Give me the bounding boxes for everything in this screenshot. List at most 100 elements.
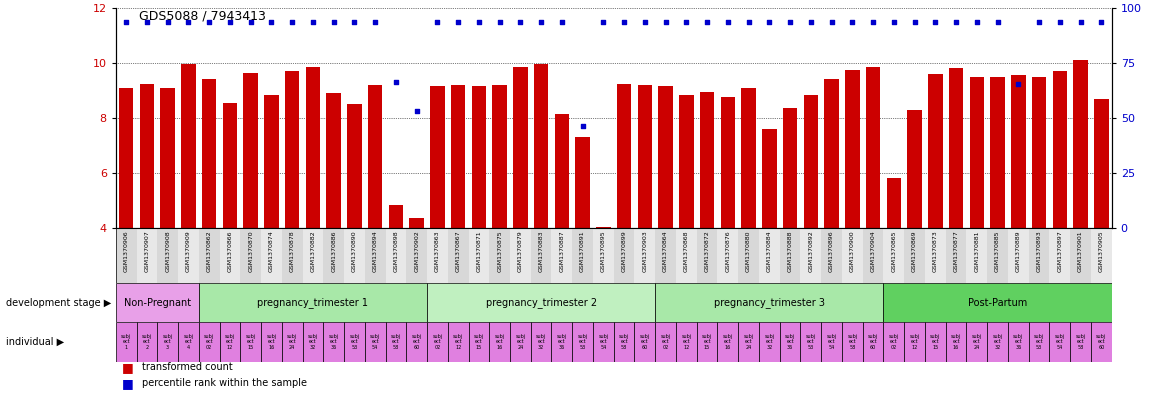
Bar bbox=[635, 228, 655, 283]
Bar bbox=[448, 322, 469, 362]
Point bbox=[179, 18, 198, 25]
Point bbox=[988, 18, 1006, 25]
Bar bbox=[261, 228, 281, 283]
Bar bbox=[697, 228, 718, 283]
Bar bbox=[1011, 75, 1026, 228]
Point bbox=[926, 18, 945, 25]
Bar bbox=[783, 108, 798, 228]
Text: GSM1370897: GSM1370897 bbox=[1057, 231, 1062, 272]
Bar bbox=[887, 178, 901, 228]
Bar bbox=[988, 228, 1007, 283]
Text: subj
ect
2: subj ect 2 bbox=[142, 334, 152, 350]
Point bbox=[283, 18, 301, 25]
Text: subj
ect
60: subj ect 60 bbox=[640, 334, 650, 350]
Text: subj
ect
58: subj ect 58 bbox=[1076, 334, 1085, 350]
Point bbox=[636, 18, 654, 25]
Text: subj
ect
02: subj ect 02 bbox=[889, 334, 899, 350]
Bar bbox=[676, 322, 697, 362]
Point bbox=[719, 18, 738, 25]
Text: transformed count: transformed count bbox=[142, 362, 233, 373]
Text: subj
ect
15: subj ect 15 bbox=[245, 334, 256, 350]
Text: GSM1370904: GSM1370904 bbox=[871, 231, 875, 272]
Text: subj
ect
36: subj ect 36 bbox=[785, 334, 796, 350]
Text: subj
ect
36: subj ect 36 bbox=[557, 334, 567, 350]
Bar bbox=[323, 228, 344, 283]
Bar bbox=[758, 228, 779, 283]
Bar bbox=[804, 94, 818, 228]
Bar bbox=[406, 322, 427, 362]
Bar bbox=[779, 322, 800, 362]
Bar bbox=[655, 228, 676, 283]
Text: pregnancy_trimester 1: pregnancy_trimester 1 bbox=[257, 297, 368, 308]
Bar bbox=[323, 322, 344, 362]
Text: subj
ect
53: subj ect 53 bbox=[1034, 334, 1045, 350]
Bar bbox=[201, 79, 217, 228]
Bar bbox=[1070, 322, 1091, 362]
Bar bbox=[904, 228, 925, 283]
Text: GSM1370889: GSM1370889 bbox=[1016, 231, 1021, 272]
Bar bbox=[116, 228, 137, 283]
Text: ■: ■ bbox=[122, 376, 133, 390]
Point bbox=[594, 18, 613, 25]
Bar bbox=[306, 67, 320, 228]
Point bbox=[470, 18, 489, 25]
Text: GSM1370869: GSM1370869 bbox=[913, 231, 917, 272]
Bar bbox=[469, 322, 490, 362]
Bar bbox=[659, 86, 673, 228]
Bar bbox=[199, 322, 220, 362]
Bar bbox=[635, 322, 655, 362]
Text: subj
ect
36: subj ect 36 bbox=[1013, 334, 1024, 350]
Bar bbox=[990, 77, 1005, 228]
Text: subj
ect
1: subj ect 1 bbox=[122, 334, 131, 350]
Text: subj
ect
3: subj ect 3 bbox=[162, 334, 173, 350]
Text: GSM1370905: GSM1370905 bbox=[1099, 231, 1104, 272]
Point bbox=[822, 18, 841, 25]
Text: subj
ect
02: subj ect 02 bbox=[204, 334, 214, 350]
Text: GSM1370864: GSM1370864 bbox=[664, 231, 668, 272]
Bar bbox=[617, 83, 631, 228]
Bar bbox=[119, 88, 133, 228]
Bar bbox=[430, 86, 445, 228]
Bar bbox=[884, 322, 904, 362]
Bar bbox=[739, 228, 758, 283]
Bar bbox=[241, 322, 261, 362]
Bar bbox=[967, 322, 988, 362]
Text: GSM1370909: GSM1370909 bbox=[186, 231, 191, 272]
Bar bbox=[157, 322, 178, 362]
Bar bbox=[471, 86, 486, 228]
Text: GSM1370886: GSM1370886 bbox=[331, 231, 336, 272]
Bar bbox=[222, 103, 237, 228]
Bar bbox=[655, 283, 884, 322]
Bar bbox=[614, 322, 635, 362]
Bar bbox=[697, 322, 718, 362]
Text: GSM1370865: GSM1370865 bbox=[892, 231, 896, 272]
Bar bbox=[762, 129, 777, 228]
Point bbox=[947, 18, 966, 25]
Text: GSM1370875: GSM1370875 bbox=[497, 231, 503, 272]
Bar bbox=[821, 228, 842, 283]
Text: GSM1370892: GSM1370892 bbox=[808, 231, 813, 272]
Bar bbox=[779, 228, 800, 283]
Bar bbox=[718, 322, 739, 362]
Bar bbox=[699, 92, 714, 228]
Bar bbox=[718, 228, 739, 283]
Text: GSM1370878: GSM1370878 bbox=[290, 231, 294, 272]
Text: GSM1370870: GSM1370870 bbox=[248, 231, 254, 272]
Text: GSM1370901: GSM1370901 bbox=[1078, 231, 1083, 272]
Bar bbox=[285, 71, 300, 228]
Text: GSM1370874: GSM1370874 bbox=[269, 231, 274, 272]
Text: GSM1370895: GSM1370895 bbox=[601, 231, 606, 272]
Text: GSM1370906: GSM1370906 bbox=[124, 231, 129, 272]
Text: individual ▶: individual ▶ bbox=[6, 337, 64, 347]
Bar bbox=[448, 228, 469, 283]
Point bbox=[1029, 18, 1048, 25]
Point bbox=[906, 18, 924, 25]
Text: pregnancy_trimester 3: pregnancy_trimester 3 bbox=[713, 297, 824, 308]
Bar bbox=[866, 67, 880, 228]
Text: GSM1370871: GSM1370871 bbox=[476, 231, 482, 272]
Point bbox=[117, 18, 135, 25]
Point bbox=[428, 18, 447, 25]
Point bbox=[739, 18, 757, 25]
Text: percentile rank within the sample: percentile rank within the sample bbox=[142, 378, 307, 388]
Point bbox=[968, 18, 987, 25]
